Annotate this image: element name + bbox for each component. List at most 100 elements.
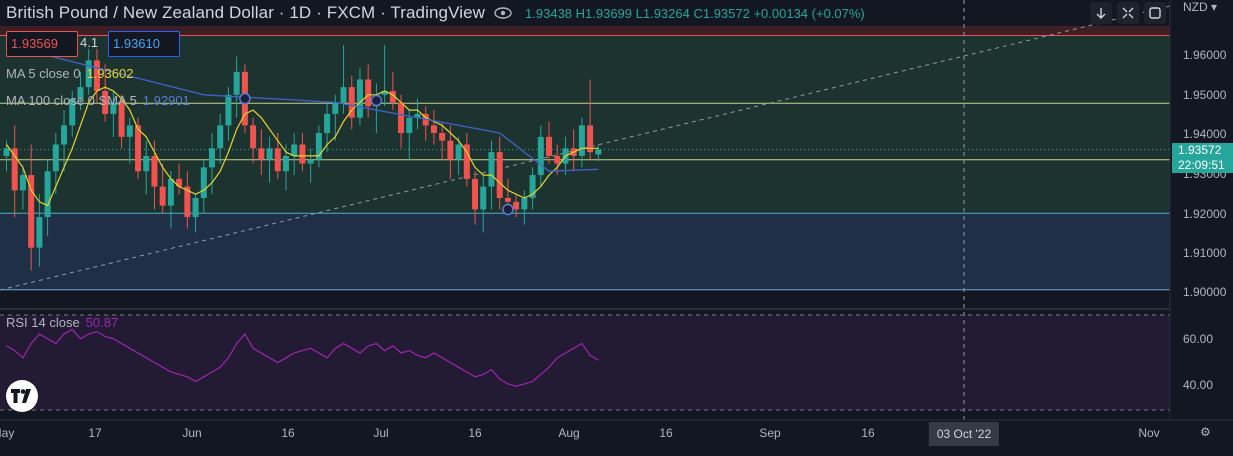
candle-body (578, 125, 585, 156)
bar-countdown: 22:09:51 (1178, 158, 1225, 172)
price-tick: 1.95000 (1183, 88, 1227, 102)
time-tick: Jul (373, 426, 389, 440)
candle-body (266, 148, 273, 160)
candle-body (595, 149, 602, 155)
price-tick: 1.94000 (1183, 127, 1227, 141)
candle-body (430, 125, 437, 134)
candle-body (480, 186, 487, 210)
candle-body (488, 152, 495, 187)
rsi-value: 50.87 (85, 315, 119, 330)
candle-body (299, 144, 306, 164)
time-tick: 17 (88, 426, 102, 440)
symbol-title[interactable]: British Pound / New Zealand Dollar · 1D … (6, 3, 486, 22)
candle-body (274, 148, 281, 172)
candle-body (389, 90, 396, 103)
candle-body (209, 148, 215, 168)
moving-averages (6, 44, 599, 216)
candle-body (587, 125, 594, 153)
candle-body (439, 133, 446, 141)
currency-label: NZD (1183, 0, 1208, 14)
candle-body (36, 217, 43, 248)
candle-body (554, 155, 561, 164)
candle-body (250, 125, 257, 149)
rsi-pane (6, 328, 599, 387)
ma100-line (6, 44, 599, 172)
chart-header: British Pound / New Zealand Dollar · 1D … (0, 0, 871, 26)
ma5-label: MA 5 close 0 (6, 66, 81, 81)
candle-body (192, 197, 199, 218)
candle-body (28, 175, 35, 248)
candle-body (529, 175, 536, 198)
price-tick: 1.92000 (1183, 207, 1227, 221)
buy-button[interactable]: 1.93610 (108, 31, 180, 57)
candle-body (398, 102, 405, 134)
candle-body (513, 201, 520, 210)
candle-body (135, 125, 142, 172)
rsi-tick: 60.00 (1183, 332, 1214, 346)
candle-body (159, 186, 166, 206)
ma100-value: 1.92901 (142, 93, 190, 108)
candle-body (184, 186, 191, 218)
rsi-label: RSI 14 close (6, 315, 80, 330)
price-tick: 1.96000 (1183, 48, 1227, 62)
candle-body (167, 178, 174, 206)
range-zone (0, 35, 1170, 214)
sell-button[interactable]: 1.93569 (6, 31, 78, 57)
candle-body (546, 136, 553, 156)
ohlc-values: 1.93438 H1.93699 L1.93264 C1.93572 +0.00… (525, 5, 865, 21)
rsi-background (0, 315, 1170, 410)
candle-body (496, 152, 503, 198)
fullscreen-button[interactable] (1117, 2, 1139, 24)
time-tick: Jun (182, 426, 202, 440)
cross-marker (370, 94, 383, 107)
eye-icon[interactable] (491, 0, 515, 26)
rsi-tick: 40.00 (1183, 378, 1214, 392)
ma5-legend[interactable]: MA 5 close 0 1.93602 (6, 66, 133, 81)
time-tick: Sep (759, 426, 781, 440)
candle-body (110, 102, 117, 114)
tradingview-logo[interactable] (6, 380, 38, 412)
candle-body (291, 144, 298, 156)
candle-body (217, 125, 224, 149)
candle-body (348, 87, 355, 118)
candle-body (455, 144, 462, 160)
cross-marker (239, 92, 251, 105)
candle-body (176, 178, 183, 187)
candle-body (463, 144, 470, 179)
candle-body (52, 144, 59, 172)
price-tick: 1.90000 (1183, 285, 1227, 299)
time-tick: Aug (558, 426, 580, 440)
candle-body (315, 133, 322, 160)
snapshot-button[interactable] (1144, 2, 1166, 24)
time-tick: Nov (1138, 426, 1160, 440)
candle-body (102, 90, 109, 114)
candle-body (126, 125, 133, 137)
spread-value: 4.1 (80, 35, 99, 50)
candle-body (381, 90, 388, 95)
currency-selector[interactable]: NZD ▾ (1183, 0, 1218, 14)
candle-body (69, 98, 76, 126)
candle-body (225, 94, 232, 126)
candle-body (282, 155, 289, 172)
candle-body (151, 155, 158, 187)
candle-body (324, 113, 331, 134)
candle-body (258, 148, 265, 160)
candle-body (340, 87, 347, 103)
settings-gear-icon[interactable]: ⚙ (1200, 425, 1211, 439)
candle-body (233, 71, 240, 95)
time-tick: 16 (281, 426, 295, 440)
scroll-down-button[interactable] (1090, 2, 1112, 24)
arrow-down-icon (1096, 8, 1106, 19)
candle-body (414, 113, 421, 118)
candle-body (77, 87, 84, 99)
ma100-legend[interactable]: MA 100 close 0 SMA 5 1.92901 (6, 93, 190, 108)
candle-body (365, 79, 372, 107)
rsi-legend[interactable]: RSI 14 close 50.87 (6, 315, 118, 330)
candle-body (143, 155, 150, 172)
candle-body (521, 197, 528, 210)
ma5-line (6, 86, 599, 207)
candle-body (356, 79, 363, 118)
crosshair-date-label: 03 Oct '22 (928, 422, 1000, 446)
